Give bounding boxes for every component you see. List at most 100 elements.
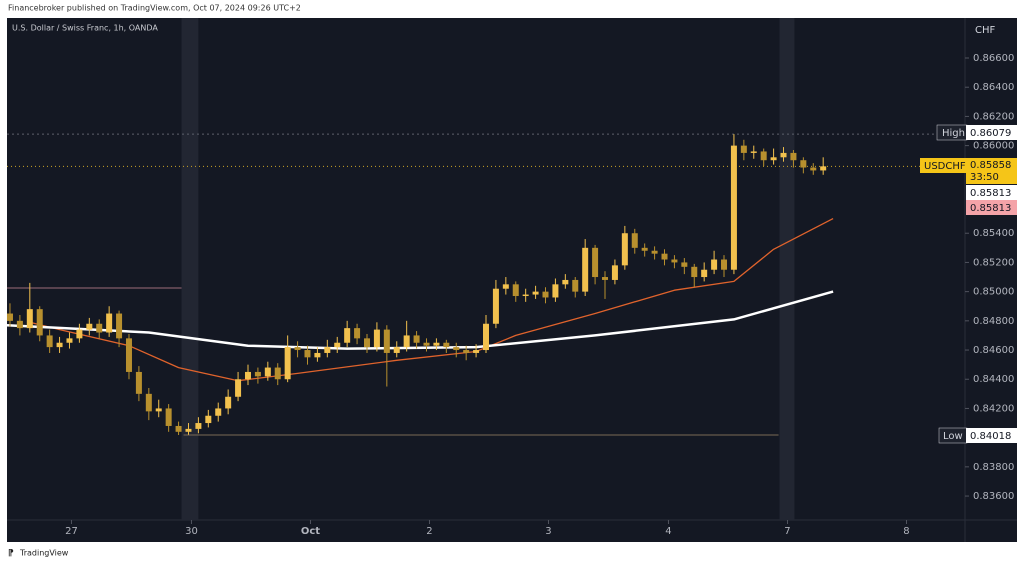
label-box	[966, 158, 1017, 184]
candle-body	[691, 266, 698, 278]
candle-body	[473, 350, 480, 353]
moving-average	[6, 290, 834, 350]
label-box	[920, 158, 966, 173]
candle-body	[820, 166, 827, 171]
y-tick-label: 0.84400	[973, 374, 1014, 385]
candle-body	[681, 262, 688, 267]
candle-body	[36, 309, 43, 336]
x-tick-label: Oct	[301, 526, 320, 537]
candle-body	[800, 160, 807, 168]
x-tick-label: 30	[185, 526, 198, 537]
candle-body	[582, 247, 589, 292]
candle-body	[354, 328, 361, 339]
candle-body	[86, 323, 93, 330]
candle-body	[423, 342, 430, 346]
candle-body	[701, 269, 708, 278]
candle-body	[750, 151, 757, 153]
y-tick-label: 0.85400	[973, 228, 1014, 239]
x-tick-label: 7	[784, 526, 790, 537]
candle-body	[443, 342, 450, 348]
candle-body	[125, 338, 132, 372]
footer: TradingView	[19, 549, 69, 558]
candle-body	[532, 291, 539, 295]
candle-body	[76, 329, 83, 339]
candle-body	[135, 371, 142, 394]
candle-body	[602, 277, 609, 280]
chart-background	[7, 18, 1017, 542]
candle-body	[572, 279, 579, 292]
candle-body	[165, 408, 172, 426]
candle-body	[373, 329, 380, 348]
candle-body	[463, 350, 470, 353]
label-box	[966, 428, 1017, 443]
candle-body	[512, 284, 519, 297]
y-tick-label: 0.86600	[973, 53, 1014, 64]
candle-body	[711, 259, 718, 270]
label-name: Low	[943, 431, 963, 442]
candle-body	[810, 167, 817, 171]
candle-body	[235, 379, 242, 397]
candle-body	[592, 247, 599, 278]
candle-body	[651, 250, 658, 254]
candle-body	[254, 371, 261, 377]
x-tick-label: 2	[426, 526, 432, 537]
candle-body	[145, 393, 152, 412]
y-tick-label: 0.85000	[973, 287, 1014, 298]
candle-body	[621, 233, 628, 266]
candle-body	[56, 342, 63, 348]
moving-average	[29, 218, 834, 382]
candle-body	[790, 152, 797, 161]
currency: CHF	[975, 25, 996, 36]
candle-body	[106, 313, 113, 333]
candle-body	[304, 350, 311, 358]
candle-body	[334, 342, 341, 348]
candle-body	[413, 335, 420, 343]
candle-body	[542, 291, 549, 298]
label-price: 0.86079	[970, 128, 1011, 139]
candle-body	[26, 309, 33, 329]
candle-body	[344, 328, 351, 343]
label-name: USDCHF	[924, 161, 966, 172]
candle-body	[502, 284, 509, 289]
label-price: 0.85858	[970, 160, 1011, 171]
candle-body	[264, 367, 271, 377]
session-band	[181, 18, 199, 520]
x-tick-label: 3	[545, 526, 551, 537]
y-tick-label: 0.86400	[973, 82, 1014, 93]
candle-body	[492, 288, 499, 324]
candle-body	[641, 247, 648, 251]
candle-body	[631, 233, 638, 248]
y-tick-label: 0.84600	[973, 345, 1014, 356]
candle-body	[294, 347, 301, 351]
candle-body	[770, 157, 777, 161]
label-box	[966, 200, 1017, 215]
label-countdown: 33:50	[970, 172, 999, 183]
candle-body	[383, 329, 390, 353]
candle-body	[175, 425, 182, 432]
candle-body	[522, 294, 529, 297]
candle-body	[96, 323, 103, 333]
candle-body	[284, 347, 291, 380]
footer-logo: ⁋ TradingView	[8, 549, 69, 559]
label-price: 0.85813	[970, 188, 1011, 199]
candle-body	[16, 320, 23, 329]
candle-body	[155, 408, 162, 412]
label-box	[966, 125, 1017, 140]
candle-body	[780, 152, 787, 158]
candle-body	[730, 145, 737, 270]
candle-body	[244, 371, 251, 380]
candle-body	[740, 145, 747, 153]
candle-body	[661, 253, 668, 260]
y-tick-label: 0.84200	[973, 403, 1014, 414]
candle-body	[760, 151, 767, 161]
candle-body	[185, 428, 192, 432]
candle-body	[205, 415, 212, 424]
x-tick-label: 4	[665, 526, 671, 537]
candle-body	[721, 259, 728, 270]
x-tick-label: 27	[65, 526, 78, 537]
candle-body	[552, 284, 559, 298]
y-tick-label: 0.83600	[973, 491, 1014, 502]
label-box	[966, 185, 1017, 200]
